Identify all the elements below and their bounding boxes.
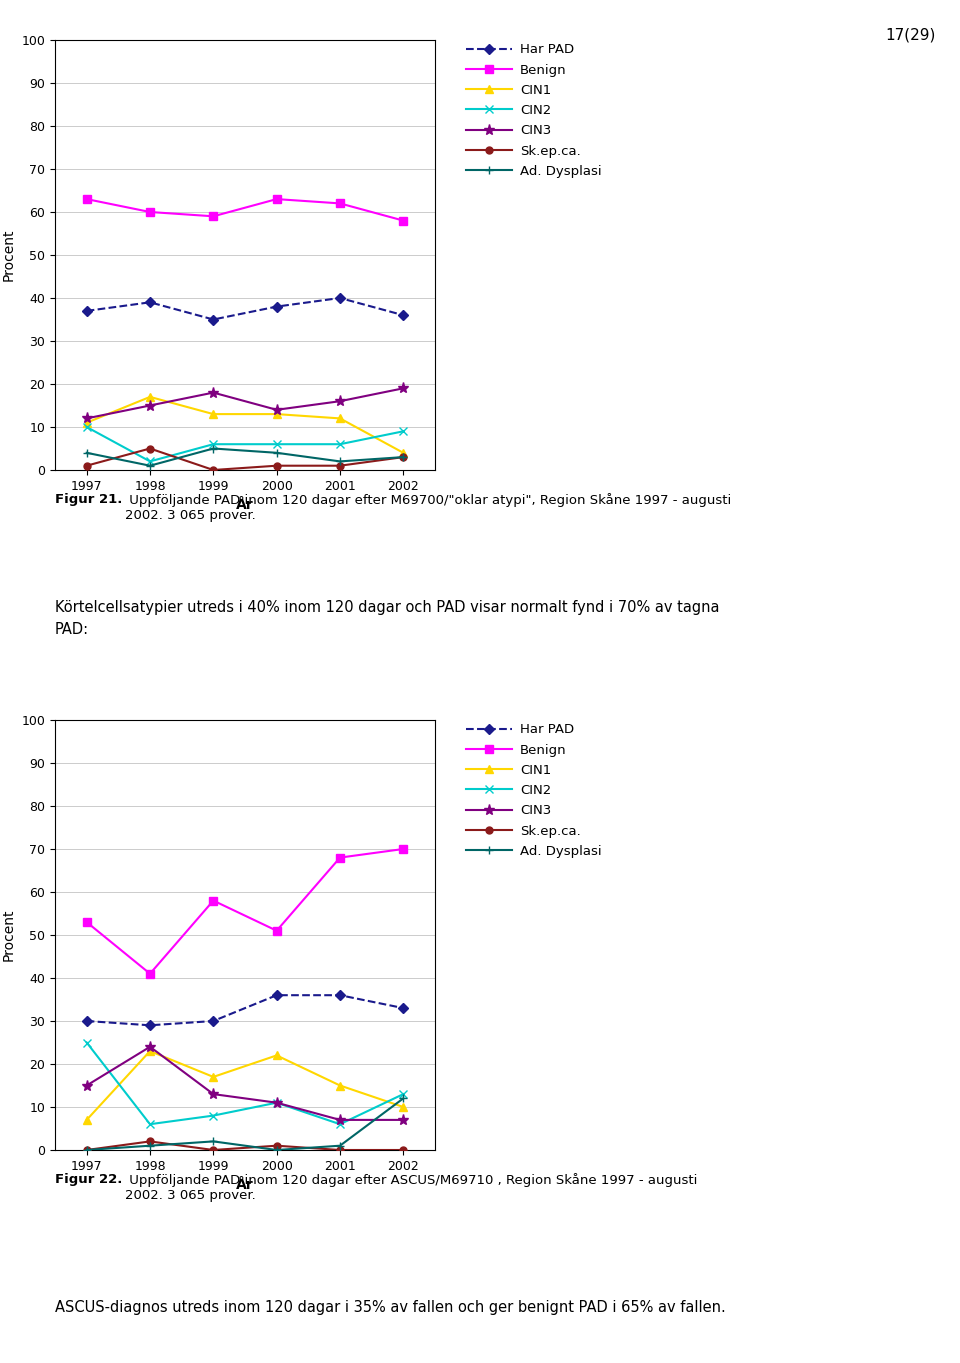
Text: Körtelcellsatypier utreds i 40% inom 120 dagar och PAD visar normalt fynd i 70% : Körtelcellsatypier utreds i 40% inom 120… xyxy=(55,600,719,615)
Text: Uppföljande PAD inom 120 dagar efter ASCUS/M69710 , Region Skåne 1997 - augusti
: Uppföljande PAD inom 120 dagar efter ASC… xyxy=(125,1174,697,1202)
Legend: Har PAD, Benign, CIN1, CIN2, CIN3, Sk.ep.ca., Ad. Dysplasi: Har PAD, Benign, CIN1, CIN2, CIN3, Sk.ep… xyxy=(461,718,607,863)
X-axis label: År: År xyxy=(236,1178,253,1193)
Text: PAD:: PAD: xyxy=(55,622,89,637)
Legend: Har PAD, Benign, CIN1, CIN2, CIN3, Sk.ep.ca., Ad. Dysplasi: Har PAD, Benign, CIN1, CIN2, CIN3, Sk.ep… xyxy=(461,38,607,183)
Y-axis label: Procent: Procent xyxy=(2,909,16,961)
Text: Figur 21.: Figur 21. xyxy=(55,493,122,506)
X-axis label: År: År xyxy=(236,499,253,512)
Text: Uppföljande PAD inom 120 dagar efter M69700/"oklar atypi", Region Skåne 1997 - a: Uppföljande PAD inom 120 dagar efter M69… xyxy=(125,493,732,522)
Text: 17(29): 17(29) xyxy=(886,27,936,42)
Y-axis label: Procent: Procent xyxy=(2,229,16,281)
Text: Figur 22.: Figur 22. xyxy=(55,1174,122,1186)
Text: ASCUS-diagnos utreds inom 120 dagar i 35% av fallen och ger benignt PAD i 65% av: ASCUS-diagnos utreds inom 120 dagar i 35… xyxy=(55,1300,726,1315)
